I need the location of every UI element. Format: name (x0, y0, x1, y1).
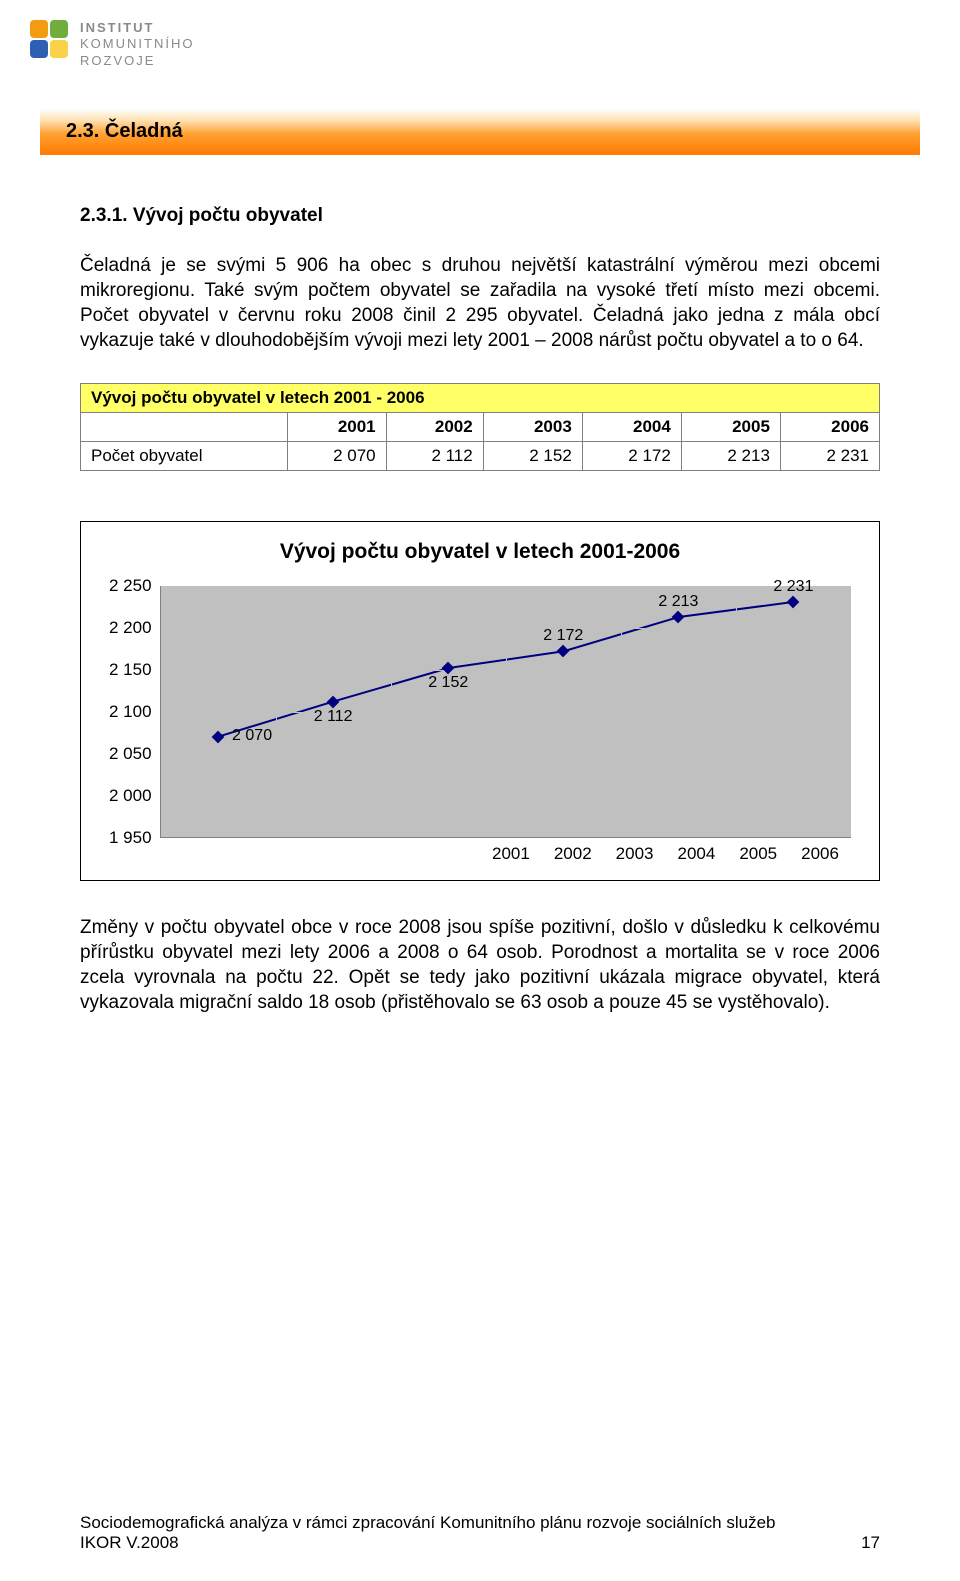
chart-vgridline (391, 586, 392, 837)
table-cell: 2 172 (582, 442, 681, 471)
logo: INSTITUT KOMUNITNÍHO ROZVOJE (0, 0, 960, 69)
chart-vgridline (506, 586, 507, 837)
table-year: 2006 (780, 413, 879, 442)
chart-point-label: 2 112 (314, 708, 353, 726)
footer-line1: Sociodemografická analýza v rámci zpraco… (80, 1513, 880, 1533)
page-footer: Sociodemografická analýza v rámci zpraco… (80, 1513, 880, 1553)
chart-container: Vývoj počtu obyvatel v letech 2001-2006 … (80, 521, 880, 881)
table-cell: 2 152 (483, 442, 582, 471)
table-year: 2001 (287, 413, 386, 442)
chart-vgridline (276, 586, 277, 837)
table-year: 2002 (386, 413, 483, 442)
logo-mark-icon (28, 18, 72, 62)
chart-point-label: 2 152 (428, 674, 468, 692)
chart-xtick: 2002 (542, 844, 604, 864)
chart-point-label: 2 213 (658, 593, 698, 611)
chart-plot-area: 2 0702 1122 1522 1722 2132 231 (160, 586, 851, 838)
table-year: 2003 (483, 413, 582, 442)
chart-xtick: 2004 (665, 844, 727, 864)
paragraph-2: Změny v počtu obyvatel obce v roce 2008 … (80, 915, 880, 1015)
chart-vgridline (621, 586, 622, 837)
table-title: Vývoj počtu obyvatel v letech 2001 - 200… (81, 384, 880, 413)
footer-left: IKOR V.2008 (80, 1533, 179, 1553)
subheading: 2.3.1. Vývoj počtu obyvatel (80, 205, 880, 227)
table-cell: 2 070 (287, 442, 386, 471)
table-row-label: Počet obyvatel (81, 442, 288, 471)
chart-point-label: 2 231 (773, 578, 813, 596)
chart-point-label: 2 070 (232, 727, 272, 745)
chart-y-axis: 2 2502 2002 1502 1002 0502 0001 950 (109, 586, 160, 838)
logo-text: INSTITUT KOMUNITNÍHO ROZVOJE (80, 18, 194, 69)
paragraph-1: Čeladná je se svými 5 906 ha obec s druh… (80, 253, 880, 353)
table-cell: 2 213 (681, 442, 780, 471)
table-cell: 2 112 (386, 442, 483, 471)
table-cell: 2 231 (780, 442, 879, 471)
chart-xtick: 2001 (480, 844, 542, 864)
page-number: 17 (861, 1533, 880, 1553)
chart-title: Vývoj počtu obyvatel v letech 2001-2006 (109, 540, 851, 564)
logo-line3: ROZVOJE (80, 53, 194, 69)
table-year: 2004 (582, 413, 681, 442)
chart-x-axis: 200120022003200420052006 (109, 838, 851, 864)
logo-line2: KOMUNITNÍHO (80, 36, 194, 52)
table-corner (81, 413, 288, 442)
section-heading: 2.3. Čeladná (66, 120, 183, 143)
logo-line1: INSTITUT (80, 20, 194, 36)
chart-xtick: 2003 (604, 844, 666, 864)
chart-xtick: 2005 (727, 844, 789, 864)
chart-xtick: 2006 (789, 844, 851, 864)
section-heading-bar: 2.3. Čeladná (40, 109, 920, 155)
table-year: 2005 (681, 413, 780, 442)
chart-point-label: 2 172 (543, 627, 583, 645)
chart-vgridline (736, 586, 737, 837)
population-table: Vývoj počtu obyvatel v letech 2001 - 200… (80, 383, 880, 471)
